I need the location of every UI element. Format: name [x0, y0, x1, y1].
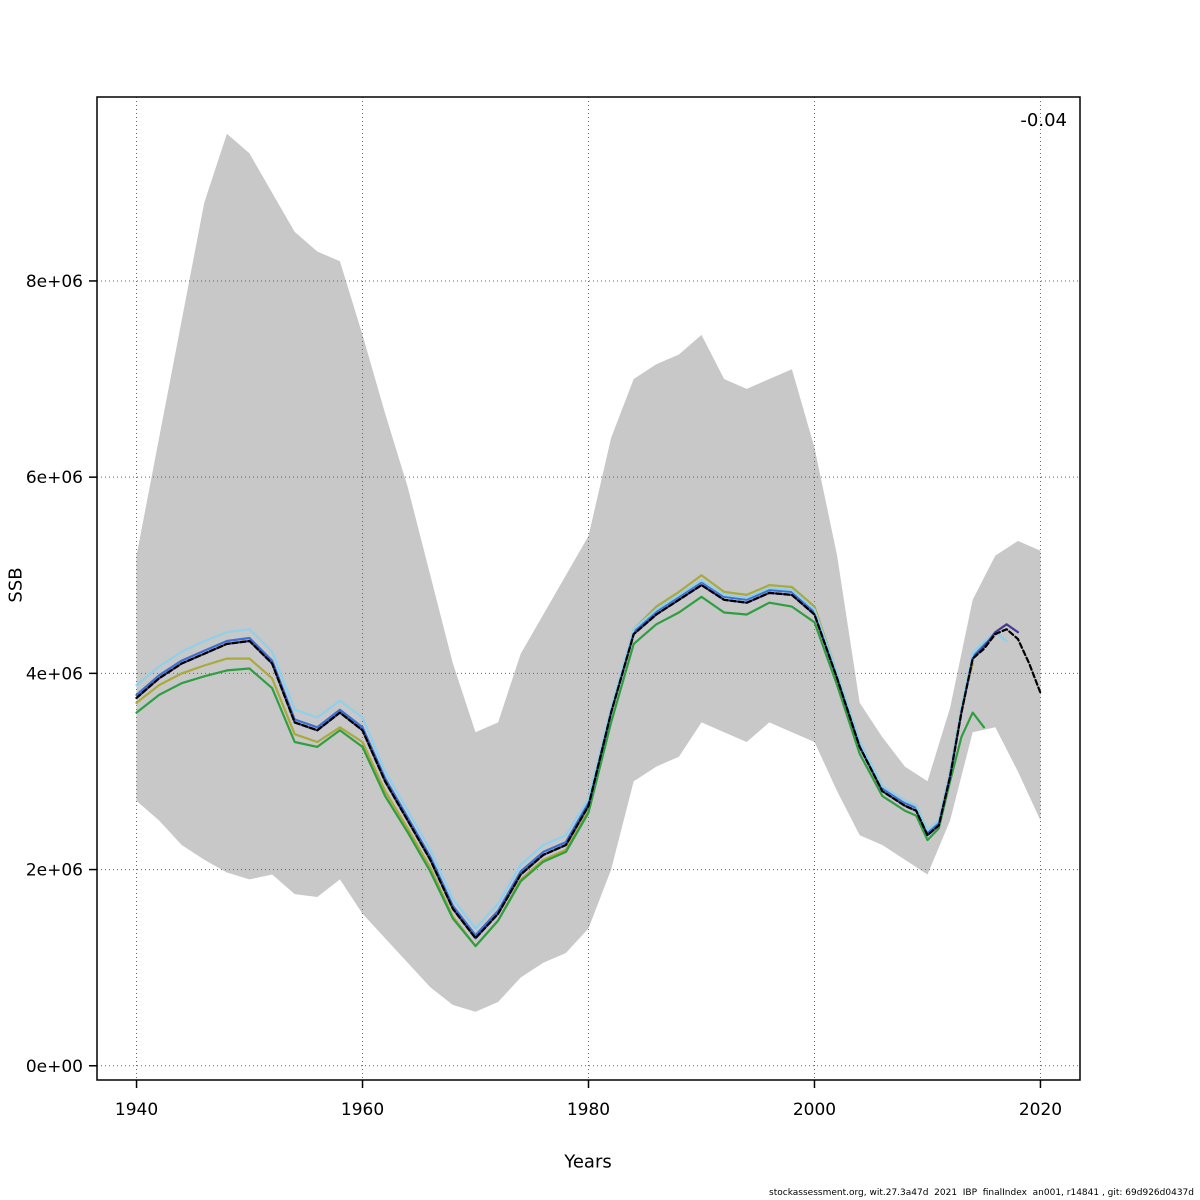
- x-tick-label: 2020: [1019, 1100, 1062, 1120]
- y-axis-title: SSB: [5, 567, 27, 603]
- x-tick-label: 1940: [115, 1100, 158, 1120]
- y-tick-label: 0e+00: [26, 1057, 83, 1077]
- series-line-current-assessment-2020: [135, 583, 1042, 940]
- series-line-retro-peel-2015: [135, 595, 986, 948]
- y-tick-label: 6e+06: [26, 468, 83, 488]
- y-tick-label: 2e+06: [26, 861, 83, 881]
- y-tick-label: 8e+06: [26, 272, 83, 292]
- mohns-rho-annotation: -0.04: [1020, 110, 1067, 131]
- footer-run-info: stockassessment.org, wit.27.3a47d 2021 I…: [769, 1188, 1194, 1198]
- x-tick-label: 1960: [341, 1100, 384, 1120]
- x-axis-title: Years: [564, 1151, 612, 1173]
- series-line-retro-peel-2017: [135, 579, 1008, 930]
- x-tick-label: 1980: [567, 1100, 610, 1120]
- y-tick-label: 4e+06: [26, 664, 83, 684]
- x-tick-label: 2000: [793, 1100, 836, 1120]
